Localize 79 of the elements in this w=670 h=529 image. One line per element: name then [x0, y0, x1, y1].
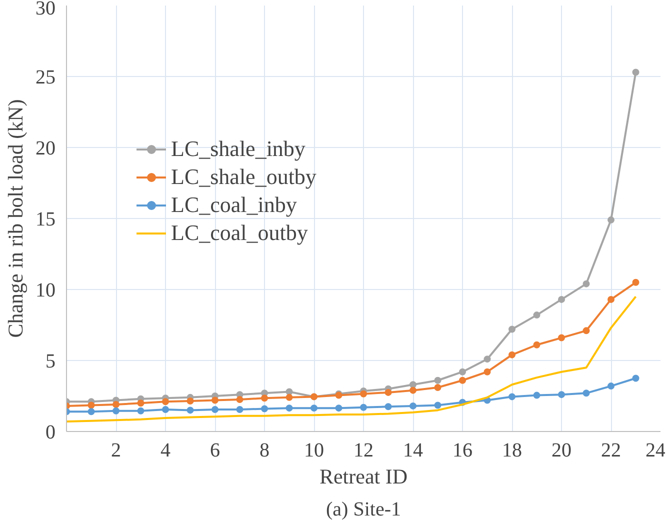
point: [632, 68, 640, 76]
point: [608, 216, 614, 224]
x-tick-label: 16: [452, 440, 472, 462]
point: [608, 296, 614, 303]
line-series: [66, 296, 637, 423]
legend-label: LC_coal_outby: [171, 220, 308, 246]
point: [558, 296, 565, 303]
x-tick-label: 18: [502, 440, 522, 462]
point: [88, 408, 95, 416]
point: [459, 376, 466, 384]
point: [582, 390, 590, 397]
point: [88, 402, 95, 409]
point: [582, 280, 590, 288]
legend-label: LC_shale_inby: [171, 136, 306, 162]
point: [533, 312, 540, 319]
point: [236, 406, 244, 413]
point: [434, 376, 442, 384]
x-tick-label: 4: [160, 440, 170, 462]
text: (a) Site-1: [326, 498, 401, 520]
x-tick-label: 20: [552, 440, 572, 462]
y-tick-label: 10: [36, 280, 56, 302]
y-tick-label: 30: [36, 0, 56, 20]
x-tick-label: 14: [403, 440, 423, 462]
point: [137, 400, 144, 407]
point: [434, 384, 442, 391]
point: [533, 341, 540, 348]
point: [310, 404, 318, 412]
point: [632, 374, 640, 382]
point: [508, 351, 516, 358]
y-tick-label: 15: [36, 208, 56, 230]
point: [558, 391, 565, 398]
point: [186, 406, 194, 414]
legend-label: LC_shale_outby: [171, 164, 316, 190]
point: [459, 368, 466, 376]
point: [162, 406, 169, 413]
point: [410, 386, 416, 394]
y-tick-label: 5: [46, 350, 56, 372]
point: [558, 334, 565, 342]
point: [335, 404, 342, 412]
y-tick-label: 20: [36, 138, 56, 160]
point: [112, 401, 120, 408]
point: [508, 393, 516, 400]
point: [632, 278, 640, 286]
point: [236, 396, 244, 404]
legend-label: LC_coal_inby: [171, 192, 297, 218]
x-tick-label: 10: [304, 440, 324, 462]
point: [112, 407, 120, 414]
y-tick-label: 25: [36, 66, 56, 88]
point: [484, 356, 491, 363]
point: [484, 368, 491, 376]
point: [212, 406, 218, 413]
x-tick-label: 22: [601, 440, 621, 462]
point: [212, 396, 218, 404]
x-tick-label: 12: [354, 440, 374, 462]
point: [261, 394, 268, 402]
y-tick-label: 0: [46, 422, 56, 444]
point: [508, 326, 516, 333]
point: [533, 392, 540, 399]
point: [261, 405, 268, 412]
point: [286, 394, 293, 401]
point: [410, 402, 416, 410]
point: [360, 404, 367, 411]
point: [286, 404, 293, 412]
x-tick-label: 6: [210, 440, 220, 462]
x-tick-label: 8: [260, 440, 270, 462]
point: [608, 382, 614, 390]
y-axis-title: Change in rib bolt load (kN): [4, 99, 28, 338]
point: [410, 381, 416, 388]
point: [384, 388, 392, 396]
point: [186, 397, 194, 404]
point: [384, 403, 392, 410]
x-axis-title: Retreat ID: [319, 464, 408, 488]
x-tick-label: 2: [111, 440, 121, 462]
point: [137, 407, 144, 414]
point: [582, 327, 590, 334]
point: [360, 390, 367, 398]
x-tick-label: 24: [646, 440, 666, 462]
point: [162, 398, 169, 406]
point: [434, 402, 442, 409]
